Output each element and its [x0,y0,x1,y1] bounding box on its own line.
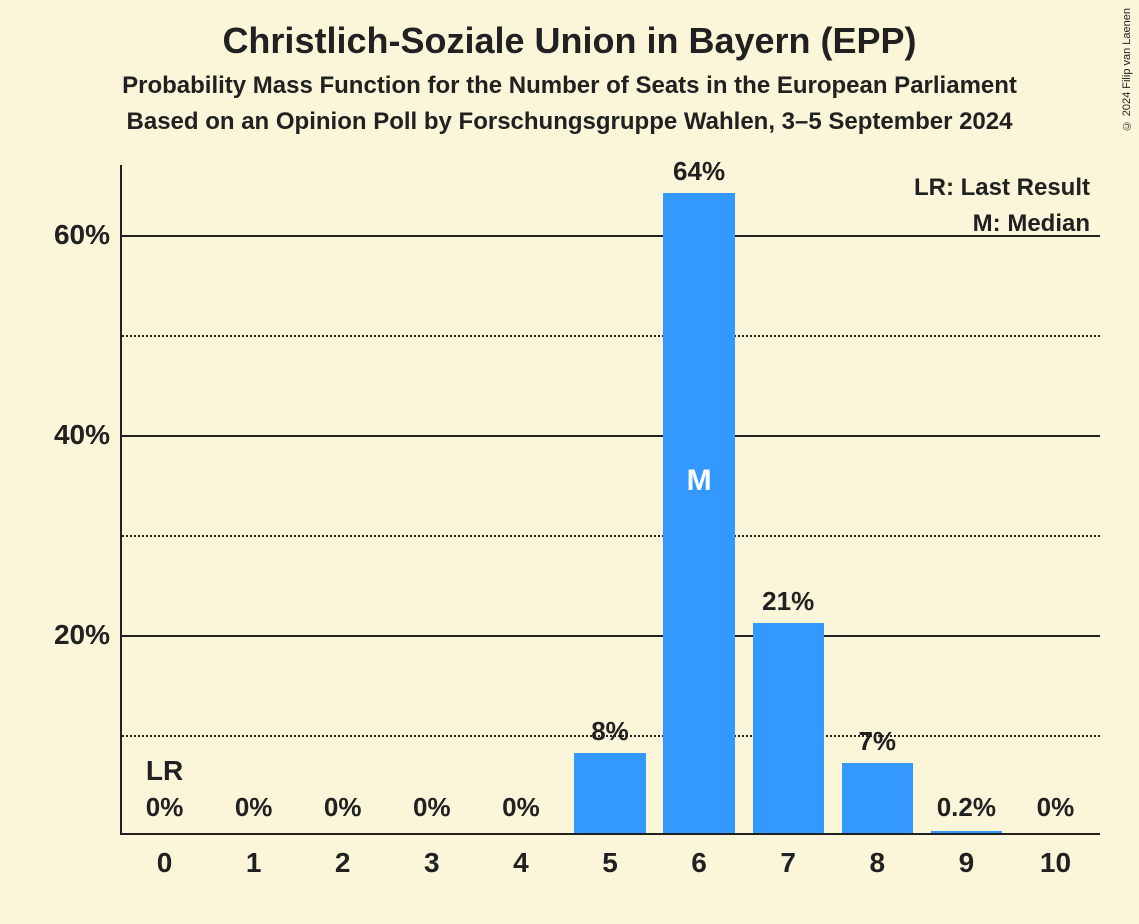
bar-value-label: 0% [146,792,184,823]
x-tick-label: 9 [959,847,975,879]
bar-value-label: 0% [324,792,362,823]
x-axis [120,833,1100,835]
lr-marker: LR [146,755,183,787]
bar-value-label: 21% [762,586,814,617]
bar-value-label: 0% [1037,792,1075,823]
median-marker: M [687,464,712,498]
bar [663,193,734,833]
gridline-minor [122,535,1100,537]
chart-plot-area: LR: Last Result M: Median 20%40%60%0%0LR… [120,165,1100,835]
x-tick-label: 4 [513,847,529,879]
x-tick-label: 1 [246,847,262,879]
bar-value-label: 64% [673,156,725,187]
gridline-major [122,635,1100,637]
bar [574,753,645,833]
chart-title: Christlich-Soziale Union in Bayern (EPP) [0,20,1139,62]
x-tick-label: 8 [869,847,885,879]
copyright-credit: © 2024 Filip van Laenen [1121,8,1133,131]
bar-value-label: 7% [858,726,896,757]
bar-value-label: 0% [235,792,273,823]
bar-value-label: 8% [591,716,629,747]
chart-legend: LR: Last Result M: Median [914,170,1090,242]
y-tick-label: 20% [54,619,110,651]
x-tick-label: 2 [335,847,351,879]
bar-value-label: 0.2% [937,792,996,823]
gridline-major [122,235,1100,237]
bar-value-label: 0% [502,792,540,823]
y-tick-label: 60% [54,219,110,251]
x-tick-label: 7 [780,847,796,879]
x-tick-label: 6 [691,847,707,879]
bar-value-label: 0% [413,792,451,823]
bar [753,623,824,833]
legend-lr: LR: Last Result [914,170,1090,206]
y-tick-label: 40% [54,419,110,451]
x-tick-label: 10 [1040,847,1071,879]
x-tick-label: 5 [602,847,618,879]
chart-subtitle-1: Probability Mass Function for the Number… [0,72,1139,100]
gridline-major [122,435,1100,437]
x-tick-label: 0 [157,847,173,879]
bar [931,831,1002,833]
bar [842,763,913,833]
gridline-minor [122,335,1100,337]
chart-subtitle-2: Based on an Opinion Poll by Forschungsgr… [0,108,1139,136]
x-tick-label: 3 [424,847,440,879]
